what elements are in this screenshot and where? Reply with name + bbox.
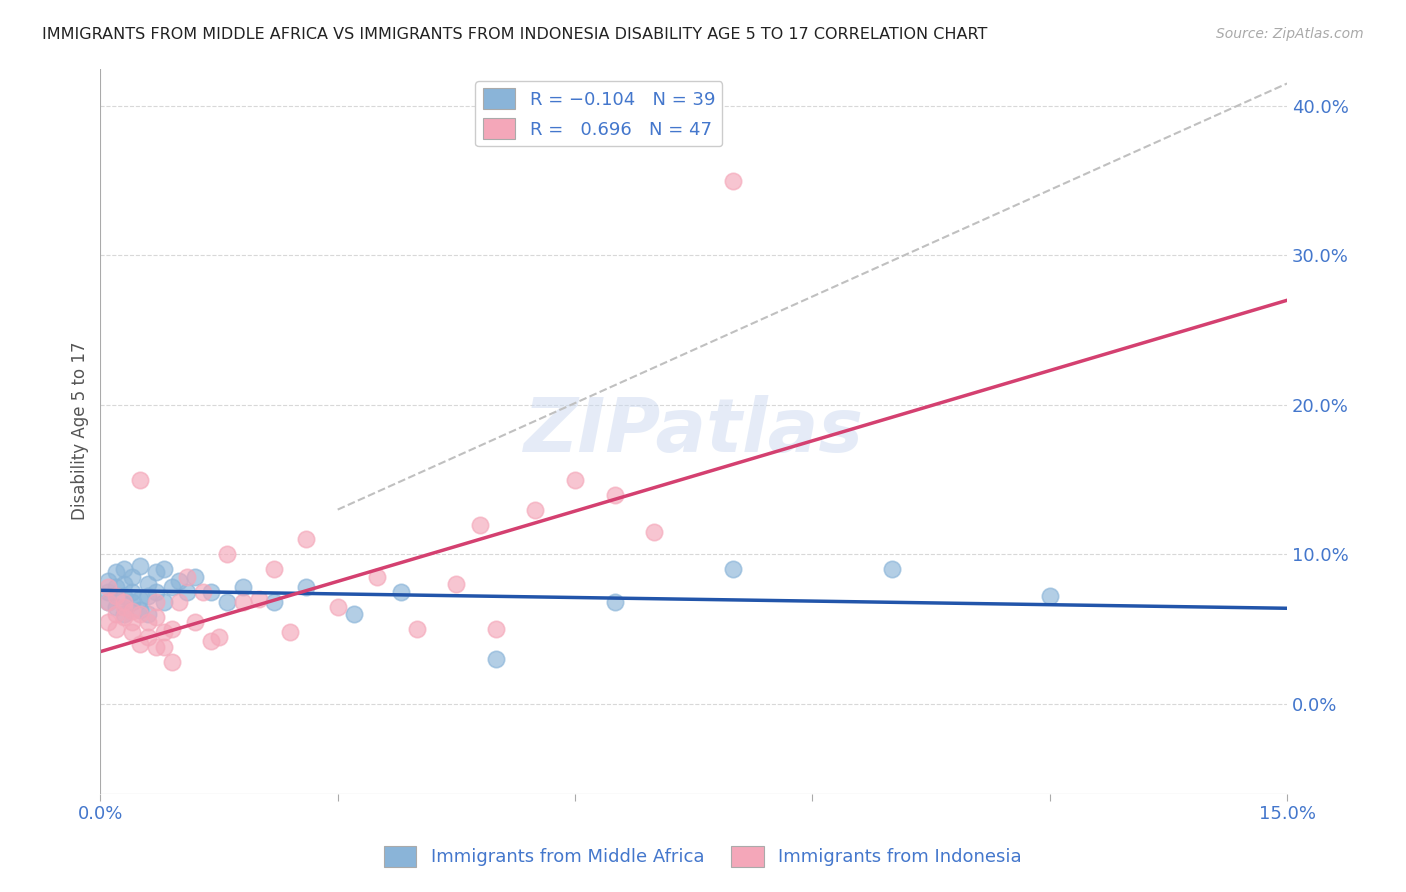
Point bbox=[326, 599, 349, 614]
Point bbox=[232, 580, 254, 594]
Point bbox=[247, 592, 270, 607]
Point bbox=[136, 630, 159, 644]
Point bbox=[160, 622, 183, 636]
Point bbox=[97, 595, 120, 609]
Point bbox=[263, 595, 285, 609]
Point bbox=[723, 174, 745, 188]
Point bbox=[405, 622, 427, 636]
Point bbox=[184, 615, 207, 629]
Point bbox=[112, 599, 135, 614]
Point bbox=[446, 577, 468, 591]
Point bbox=[129, 473, 152, 487]
Point bbox=[160, 655, 183, 669]
Point bbox=[295, 580, 318, 594]
Point bbox=[112, 595, 135, 609]
Point bbox=[389, 584, 412, 599]
Point bbox=[129, 559, 152, 574]
Point bbox=[723, 562, 745, 576]
Point bbox=[145, 640, 167, 655]
Point bbox=[152, 595, 174, 609]
Text: IMMIGRANTS FROM MIDDLE AFRICA VS IMMIGRANTS FROM INDONESIA DISABILITY AGE 5 TO 1: IMMIGRANTS FROM MIDDLE AFRICA VS IMMIGRA… bbox=[42, 27, 987, 42]
Point bbox=[468, 517, 491, 532]
Point bbox=[564, 473, 586, 487]
Point bbox=[129, 637, 152, 651]
Point bbox=[121, 625, 143, 640]
Point bbox=[129, 607, 152, 622]
Point bbox=[121, 615, 143, 629]
Point bbox=[121, 570, 143, 584]
Point bbox=[97, 580, 120, 594]
Legend: Immigrants from Middle Africa, Immigrants from Indonesia: Immigrants from Middle Africa, Immigrant… bbox=[377, 838, 1029, 874]
Point bbox=[200, 584, 222, 599]
Point bbox=[112, 607, 135, 622]
Point bbox=[215, 548, 238, 562]
Point bbox=[136, 590, 159, 604]
Point bbox=[880, 562, 903, 576]
Point bbox=[145, 566, 167, 580]
Point bbox=[169, 574, 191, 589]
Point bbox=[295, 533, 318, 547]
Point bbox=[136, 607, 159, 622]
Point bbox=[643, 524, 665, 539]
Point bbox=[208, 630, 231, 644]
Point bbox=[129, 603, 152, 617]
Point bbox=[129, 592, 152, 607]
Point bbox=[105, 566, 128, 580]
Point bbox=[169, 595, 191, 609]
Y-axis label: Disability Age 5 to 17: Disability Age 5 to 17 bbox=[72, 342, 89, 520]
Point bbox=[112, 590, 135, 604]
Point bbox=[112, 562, 135, 576]
Point bbox=[524, 502, 547, 516]
Legend: R = −0.104   N = 39, R =   0.696   N = 47: R = −0.104 N = 39, R = 0.696 N = 47 bbox=[475, 81, 723, 146]
Point bbox=[97, 595, 120, 609]
Point bbox=[105, 599, 128, 614]
Point bbox=[105, 580, 128, 594]
Point bbox=[145, 584, 167, 599]
Point bbox=[342, 607, 364, 622]
Point bbox=[603, 488, 626, 502]
Point bbox=[152, 562, 174, 576]
Point bbox=[105, 590, 128, 604]
Point bbox=[145, 595, 167, 609]
Point bbox=[152, 625, 174, 640]
Point bbox=[105, 622, 128, 636]
Point bbox=[278, 625, 301, 640]
Point bbox=[105, 607, 128, 622]
Point bbox=[200, 634, 222, 648]
Point bbox=[112, 610, 135, 624]
Point bbox=[136, 577, 159, 591]
Point bbox=[152, 640, 174, 655]
Point bbox=[145, 610, 167, 624]
Point bbox=[97, 615, 120, 629]
Point bbox=[121, 604, 143, 618]
Point bbox=[184, 570, 207, 584]
Point bbox=[176, 570, 198, 584]
Point bbox=[263, 562, 285, 576]
Point bbox=[97, 574, 120, 589]
Point bbox=[121, 584, 143, 599]
Point bbox=[215, 595, 238, 609]
Point bbox=[176, 584, 198, 599]
Point bbox=[121, 595, 143, 609]
Point bbox=[485, 652, 508, 666]
Point bbox=[193, 584, 215, 599]
Text: Source: ZipAtlas.com: Source: ZipAtlas.com bbox=[1216, 27, 1364, 41]
Point bbox=[366, 570, 388, 584]
Point bbox=[136, 615, 159, 629]
Point bbox=[232, 595, 254, 609]
Point bbox=[485, 622, 508, 636]
Point bbox=[97, 584, 120, 599]
Point bbox=[603, 595, 626, 609]
Text: ZIPatlas: ZIPatlas bbox=[523, 394, 863, 467]
Point bbox=[112, 577, 135, 591]
Point bbox=[160, 580, 183, 594]
Point bbox=[1039, 590, 1062, 604]
